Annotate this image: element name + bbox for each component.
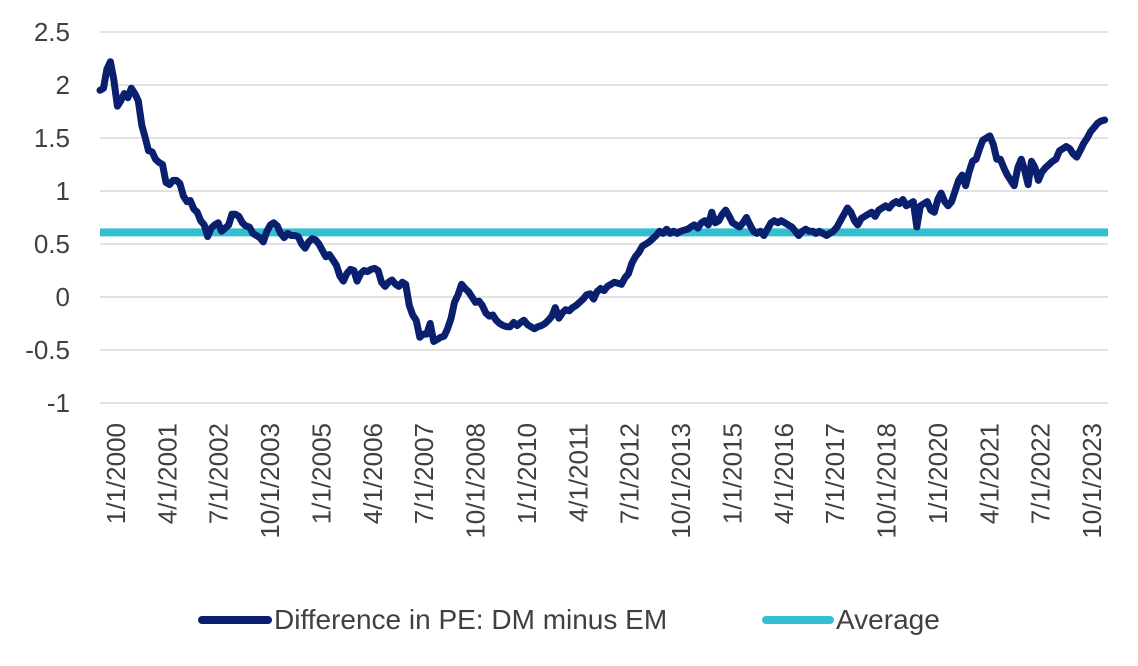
y-tick-label: 1 [56,176,70,206]
x-tick-label: 4/1/2006 [358,423,388,524]
legend-label-difference: Difference in PE: DM minus EM [274,604,667,635]
x-tick-label: 1/1/2005 [306,423,336,524]
x-tick-label: 7/1/2017 [820,423,850,524]
grid-lines [100,31,1108,404]
x-axis: 1/1/2000 4/1/2001 7/1/2002 10/1/2003 1/1/200… [101,423,1107,539]
x-tick-label: 1/1/2010 [512,423,542,524]
y-tick-label: 2.5 [34,17,70,47]
x-tick-label: 7/1/2007 [409,423,439,524]
y-tick-label: -1 [47,388,70,418]
x-tick-label: 4/1/2001 [152,423,182,524]
legend-label-average: Average [836,604,940,635]
y-axis: 2.5 2 1.5 1 0.5 0 -0.5 -1 [25,17,70,418]
y-tick-label: 2 [56,70,70,100]
x-tick-label: 10/1/2008 [461,423,491,539]
x-tick-label: 1/1/2020 [923,423,953,524]
x-tick-label: 10/1/2013 [666,423,696,539]
x-tick-label: 1/1/2015 [717,423,747,524]
x-tick-label: 10/1/2023 [1077,423,1107,539]
x-tick-label: 1/1/2000 [101,423,131,524]
x-tick-label: 7/1/2012 [615,423,645,524]
x-tick-label: 10/1/2018 [872,423,902,539]
y-tick-label: 0 [56,282,70,312]
x-tick-label: 4/1/2011 [563,423,593,522]
y-tick-label: 0.5 [34,229,70,259]
legend: Difference in PE: DM minus EM Average [198,604,940,635]
x-tick-label: 4/1/2016 [769,423,799,524]
x-tick-label: 7/1/2002 [204,423,234,524]
series-line-difference-in-pe [96,58,1109,345]
x-tick-label: 7/1/2022 [1026,423,1056,524]
series-layer [96,58,1109,345]
x-tick-label: 4/1/2021 [974,423,1004,524]
y-tick-label: -0.5 [25,335,70,365]
x-tick-label: 10/1/2003 [255,423,285,539]
y-tick-label: 1.5 [34,123,70,153]
